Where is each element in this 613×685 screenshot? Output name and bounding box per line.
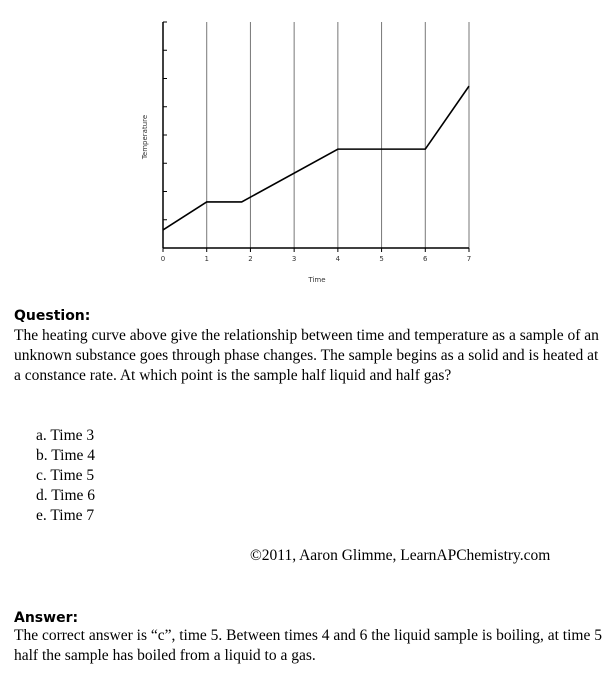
question-heading: Question: — [14, 308, 91, 324]
x-tick-label: 2 — [248, 255, 252, 263]
chart: Time Temperature 0 1 2 3 4 5 6 7 — [141, 21, 471, 284]
x-tick-label: 0 — [161, 255, 165, 263]
y-axis-label: Temperature — [141, 115, 149, 160]
x-tick-label: 3 — [292, 255, 296, 263]
x-tick-label: 5 — [379, 255, 383, 263]
x-axis-label: Time — [307, 276, 325, 284]
options: a. Time 3 b. Time 4 c. Time 5 d. Time 6 … — [36, 426, 95, 526]
option: d. Time 6 — [36, 487, 96, 504]
question-text: The heating curve above give the relatio… — [14, 327, 599, 384]
x-tick-label: 7 — [467, 255, 471, 263]
data-line — [162, 85, 470, 231]
x-tick-label: 4 — [336, 255, 341, 263]
option: e. Time 7 — [36, 507, 95, 524]
copyright: ©2011, Aaron Glimme, LearnAPChemistry.co… — [250, 547, 551, 564]
option: a. Time 3 — [36, 427, 95, 444]
option: b. Time 4 — [36, 447, 96, 464]
answer-text: The correct answer is “c”, time 5. Betwe… — [14, 627, 602, 664]
x-tick-label: 1 — [204, 255, 208, 263]
x-tick-label: 6 — [423, 255, 428, 263]
option: c. Time 5 — [36, 467, 95, 484]
answer-heading: Answer: — [14, 610, 79, 626]
